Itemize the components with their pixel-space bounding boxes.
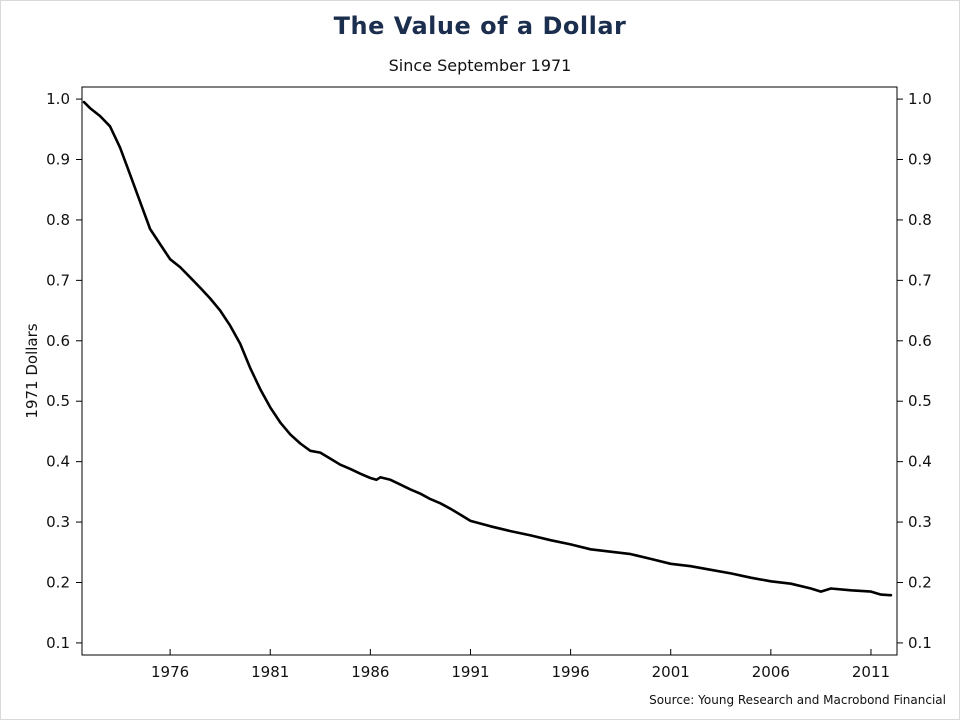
x-axis: 1976 1981 1986 1991 1996 2001 2006 2011 [151,649,890,681]
y-tick-label-left: 0.9 [46,151,70,169]
y-tick-label-left: 0.6 [46,332,70,350]
y-tick-label-right: 0.4 [908,453,932,471]
y-tick-label-left: 0.1 [46,634,70,652]
y-tick-label-left: 0.7 [46,271,70,289]
x-tick-label: 2001 [652,663,690,681]
chart-subtitle: Since September 1971 [388,56,572,75]
y-axis-right: 0.1 0.2 0.3 0.4 0.5 0.6 0.7 0.8 0.9 1.0 [897,90,932,652]
y-tick-label-left: 1.0 [46,90,70,108]
x-tick-label: 1996 [552,663,590,681]
chart-title: The Value of a Dollar [333,12,627,40]
y-axis-title: 1971 Dollars [23,323,41,418]
y-tick-label-right: 0.3 [908,513,932,531]
y-tick-label-left: 0.2 [46,573,70,591]
y-tick-label-right: 0.5 [908,392,932,410]
y-tick-label-right: 0.7 [908,271,932,289]
x-tick-label: 1976 [151,663,189,681]
series-group [82,100,893,597]
y-tick-label-right: 1.0 [908,90,932,108]
x-tick-label: 1986 [351,663,389,681]
x-tick-label: 2006 [752,663,790,681]
y-tick-label-left: 0.5 [46,392,70,410]
y-tick-label-right: 0.8 [908,211,932,229]
x-tick-label: 1991 [451,663,489,681]
plot-area [81,86,898,656]
y-tick-label-right: 0.6 [908,332,932,350]
source-note: Source: Young Research and Macrobond Fin… [649,693,946,707]
y-tick-label-right: 0.9 [908,151,932,169]
series-line [82,100,893,597]
x-tick-label: 2011 [852,663,890,681]
y-tick-label-right: 0.2 [908,573,932,591]
y-axis-left: 0.1 0.2 0.3 0.4 0.5 0.6 0.7 0.8 0.9 1.0 [46,90,82,652]
y-tick-label-left: 0.8 [46,211,70,229]
y-tick-label-right: 0.1 [908,634,932,652]
y-tick-label-left: 0.4 [46,453,70,471]
x-tick-label: 1981 [251,663,289,681]
y-tick-label-left: 0.3 [46,513,70,531]
